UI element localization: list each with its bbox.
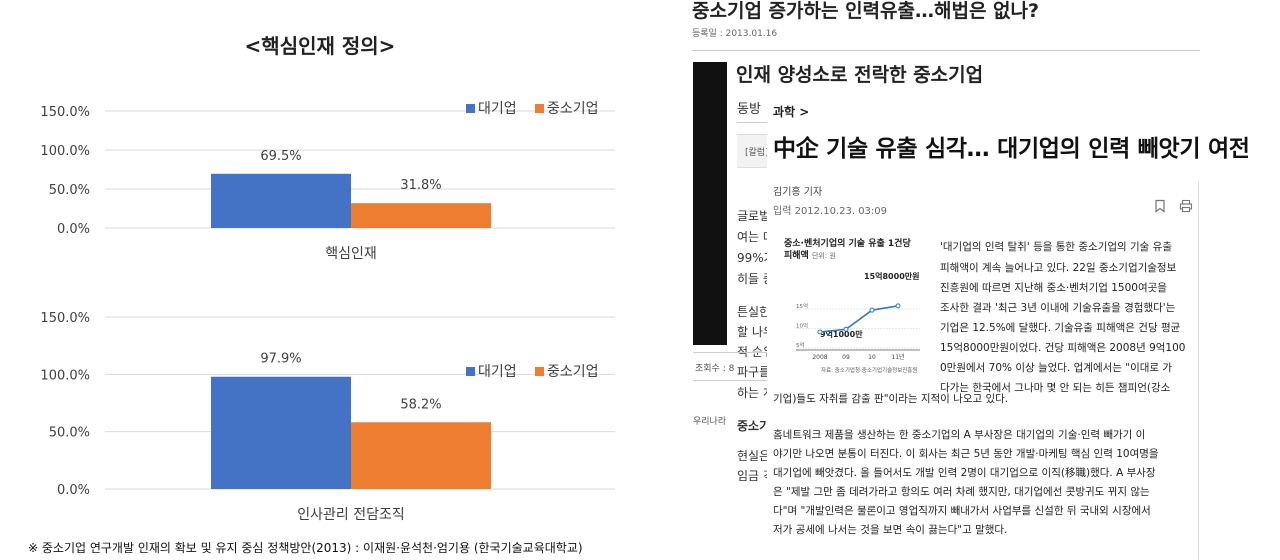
article3-body-line: 다"며 "개발인력은 물론이고 영업직까지 빼내가서 사업부를 신설한 뒤 국내… <box>773 505 1151 517</box>
inset-y-label: 15억 <box>796 302 808 310</box>
bar-small-firm <box>351 422 491 489</box>
articles-panel: 중소기업 증가하는 인력유출…해법은 없나? 등록일 : 2013.01.16 … <box>640 0 1280 560</box>
y-tick-label: 150.0% <box>40 311 90 326</box>
source-note: ※ 중소기업 연구개발 인재의 확보 및 유지 중심 정책방안(2013) : … <box>28 541 583 555</box>
legend-swatch <box>535 104 544 113</box>
inset-line-chart: 중소·벤처기업의 기술 유출 1건당 피해액 단위: 원 15억8000만원 9… <box>784 238 926 374</box>
inset-title-line2: 피해액 <box>784 251 809 261</box>
inset-x-label: 09 <box>842 354 850 361</box>
bar-chart-hr-department: 0.0% 50.0% 100.0% 150.0% 97.9% 58.2% 인사관리 전담조직… <box>40 311 615 523</box>
article2-headline[interactable]: 인재 양성소로 전락한 중소기업 <box>736 64 984 86</box>
article2-tag-box <box>737 134 771 168</box>
article3-author[interactable]: 김기홍 기자 <box>773 187 823 198</box>
print-icon[interactable] <box>1179 199 1193 213</box>
article3-body-line: 홈네트워크 제품을 생산하는 한 중소기업의 A 부사장은 대기업의 기술·인력… <box>773 429 1146 441</box>
inset-series-line <box>819 305 899 333</box>
article3: 과학 > 中企 기술 유출 심각… 대기업의 인력 빼앗기 여전 김기홍 기자 … <box>767 95 1280 560</box>
article2-fragment: 동방 <box>737 102 761 117</box>
inset-annotation-high: 15억8000만원 <box>864 271 919 281</box>
article1-headline[interactable]: 중소기업 증가하는 인력유출…해법은 없나? <box>692 0 1040 22</box>
article2-fragment: 임금 격 <box>737 469 774 483</box>
category-label: 인사관리 전담조직 <box>297 507 405 523</box>
chart-main-title: <핵심인재 정의> <box>244 34 396 58</box>
bar-chart-core-talent: 0.0% 50.0% 100.0% 150.0% 69.5% 31.8% 핵심인재 대기업 중소… <box>40 101 615 262</box>
article3-body-line: 진흥원에 따르면 지난해 중소·벤처기업 1500여곳을 <box>940 282 1167 294</box>
article3-divider <box>1198 181 1199 560</box>
article3-date: 입력 2012.10.23. 03:09 <box>773 206 888 217</box>
article2-fragment: 글로벌 <box>737 209 771 223</box>
y-tick-label: 100.0% <box>40 144 90 159</box>
legend-label: 중소기업 <box>547 364 599 380</box>
inset-point <box>843 326 849 332</box>
y-tick-label: 0.0% <box>57 483 90 498</box>
article3-body-line: 기업)들도 자취를 감출 판"이라는 지적이 나오고 있다. <box>773 393 1009 405</box>
bookmark-icon[interactable] <box>1153 199 1167 213</box>
article1-image <box>693 62 727 345</box>
inset-title-line1: 중소·벤처기업의 기술 유출 1건당 <box>784 239 911 249</box>
article3-body-line: 조사한 결과 '최근 3년 이내에 기술유출을 경험했다'는 <box>940 302 1176 314</box>
article1-divider <box>692 50 1200 51</box>
bar-large-firm <box>211 376 351 489</box>
article2-fragment: 중소기 <box>737 419 771 433</box>
y-tick-label: 50.0% <box>49 183 90 198</box>
article2-views: 조회수 : 8 <box>695 364 735 374</box>
article2-fragment: [칼럼] <box>745 148 769 158</box>
data-label: 97.9% <box>260 352 301 367</box>
legend-label: 대기업 <box>478 101 517 117</box>
legend-label: 대기업 <box>478 364 517 380</box>
article3-body-line: '대기업의 인력 탈취' 등을 통한 중소기업의 기술 유출 <box>940 241 1172 253</box>
article3-category[interactable]: 과학 > <box>773 105 810 119</box>
inset-x-label: 2008 <box>812 354 827 361</box>
article2-fragment: 현실은 <box>737 449 771 463</box>
article2-divider <box>737 122 767 123</box>
category-label: 핵심인재 <box>325 246 377 262</box>
article3-body-line: 야기만 나오면 분통이 터진다. 이 회사는 최근 5년 동안 개발·마케팅 핵… <box>773 448 1159 460</box>
data-label: 69.5% <box>260 149 301 164</box>
inset-y-label: 10억 <box>796 322 808 330</box>
inset-y-label: 5억 <box>796 341 805 349</box>
article3-body-line: 은 "제발 그만 좀 데려가라고 항의도 여러 차례 했지만, 대기업에선 콧방… <box>773 486 1150 498</box>
legend-swatch <box>535 367 544 376</box>
article2-fragment: 99%가 <box>737 251 775 265</box>
article2-fragment: 우리나라 <box>693 417 727 427</box>
article3-body-line: 저가 공세에 나서는 것을 보면 속이 끓는다"고 말했다. <box>773 524 1008 536</box>
article2-fragment: 여는 데 <box>737 230 774 244</box>
inset-annotation-low: 9억1000만 <box>820 329 863 339</box>
inset-x-label: 11년 <box>891 353 904 361</box>
article3-body-line: 피해액이 계속 늘어나고 있다. 22일 중소기업기술정보 <box>940 262 1177 274</box>
legend-label: 중소기업 <box>547 101 599 117</box>
article2-fragment: 히들 중 <box>737 272 774 286</box>
data-label: 58.2% <box>400 397 441 412</box>
data-label: 31.8% <box>400 178 441 193</box>
article1-date: 등록일 : 2013.01.16 <box>692 29 778 39</box>
article2-fragment: 할 나우 <box>737 325 774 339</box>
legend-swatch <box>466 104 475 113</box>
article2-fragment: 파구를 <box>737 365 771 379</box>
article2-fragment: 하는 게 <box>737 386 774 400</box>
article3-body-line: 0만원에서 70% 이상 늘었다. 업계에서는 "이대로 가 <box>940 362 1173 374</box>
inset-point <box>869 307 875 313</box>
article2-divider <box>693 380 773 381</box>
article3-headline[interactable]: 中企 기술 유출 심각… 대기업의 인력 빼앗기 여전 <box>773 136 1250 162</box>
article3-body-line: 대기업에 빼앗겼다. 올 들어서도 개발 인력 2명이 대기업으로 이직(移職)… <box>773 467 1156 479</box>
bar-large-firm <box>211 173 351 228</box>
article3-body-line: 기업은 12.5%에 달했다. 기술유출 피해액은 건당 평균 <box>940 322 1181 334</box>
charts-panel: <핵심인재 정의> 0.0% 50.0% 100.0% 150.0% 69.5% 31.8… <box>28 34 615 555</box>
inset-chart-canvas: 15억8000만원 9억1000만 자료: 중소기업청·중소기업기술정보진흥원 … <box>796 271 920 374</box>
article2-fragment: 튼실한 <box>737 305 771 319</box>
article3-body-line: 15억8000만원이었다. 건당 피해액은 2008년 9억100 <box>940 342 1186 354</box>
inset-x-label: 10 <box>868 354 876 361</box>
legend-swatch <box>466 367 475 376</box>
article3-body-line: 다가는 한국에서 그나마 몇 안 되는 히든 챔피언(강소 <box>940 382 1171 394</box>
inset-unit: 단위: 원 <box>811 252 836 260</box>
bar-small-firm <box>351 203 491 228</box>
article2-divider <box>693 352 773 353</box>
y-tick-label: 0.0% <box>57 222 90 237</box>
y-tick-label: 50.0% <box>49 426 90 441</box>
inset-point <box>817 329 823 335</box>
inset-point <box>895 303 901 309</box>
y-tick-label: 100.0% <box>40 368 90 383</box>
inset-source: 자료: 중소기업청·중소기업기술정보진흥원 <box>821 366 917 374</box>
y-tick-label: 150.0% <box>40 105 90 120</box>
